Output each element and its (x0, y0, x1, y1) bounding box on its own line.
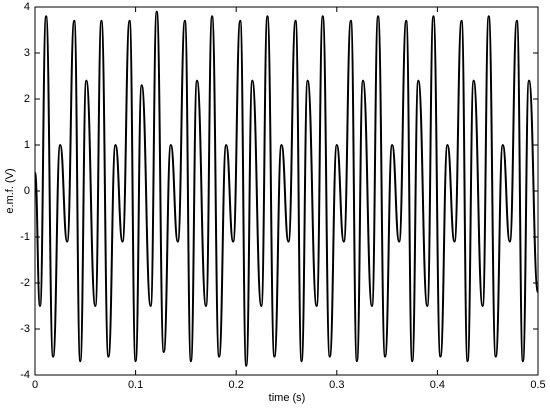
y-tick-label: 3 (24, 47, 30, 59)
x-tick-label: 0.5 (530, 379, 545, 391)
y-tick-label: 1 (24, 139, 30, 151)
x-tick-label: 0.4 (430, 379, 445, 391)
y-tick-label: 4 (24, 1, 30, 13)
y-axis-label: e.m.f. (V) (4, 168, 16, 213)
x-tick-label: 0.3 (329, 379, 344, 391)
y-tick-label: 2 (24, 93, 30, 105)
x-axis-label: time (s) (269, 392, 306, 404)
y-tick-label: -3 (20, 323, 30, 335)
signal-line (34, 10, 539, 367)
y-tick-label: -1 (20, 231, 30, 243)
x-tick-label: 0.2 (229, 379, 244, 391)
y-tick-label: -2 (20, 277, 30, 289)
y-tick-label: 0 (24, 185, 30, 197)
x-tick-label: 0 (32, 379, 38, 391)
y-tick-label: -4 (20, 369, 30, 381)
x-tick-label: 0.1 (128, 379, 143, 391)
